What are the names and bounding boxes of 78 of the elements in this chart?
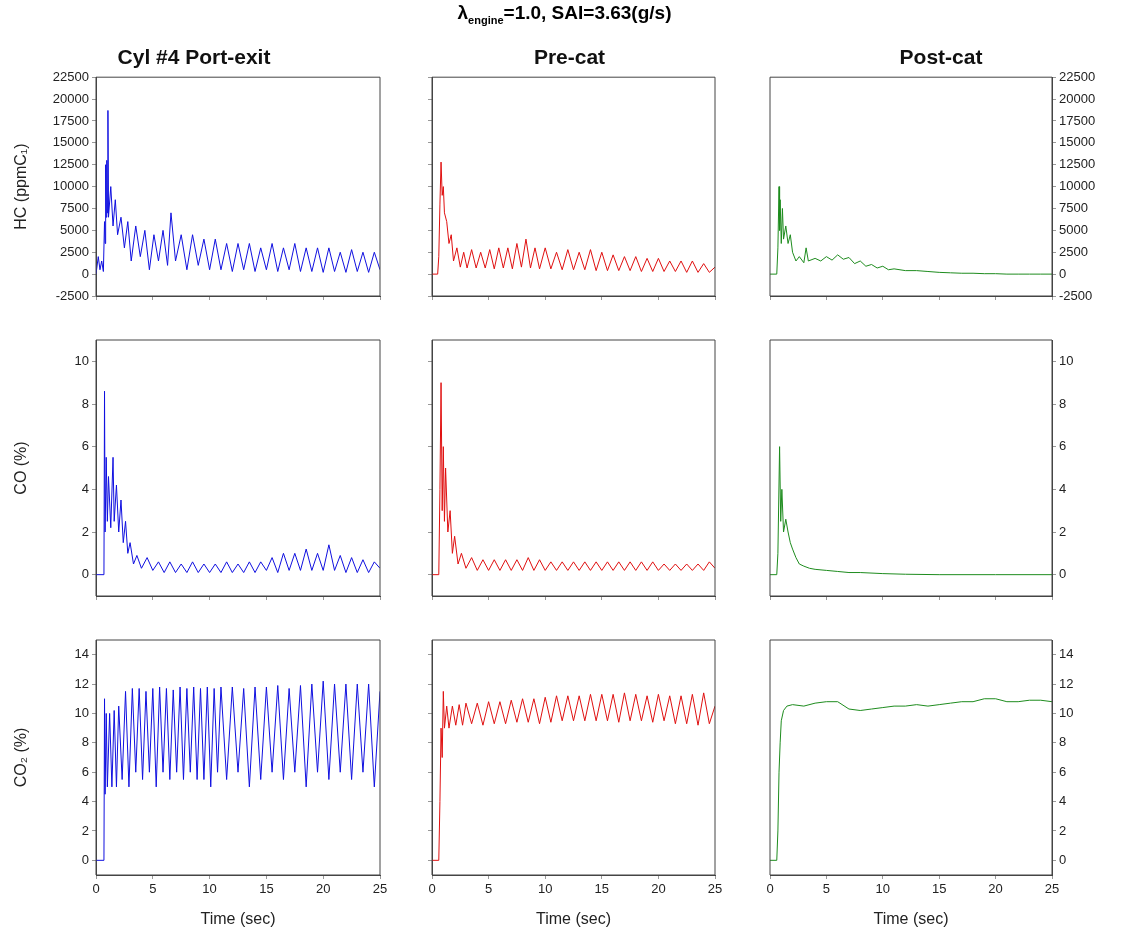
x-tick-label: 5 [149, 881, 157, 897]
x-axis-title: Time (sec) [200, 909, 276, 927]
x-axis-title: Time (sec) [536, 909, 611, 927]
y-tick-label: 7500 [1059, 200, 1088, 216]
y-tick-label: 8 [81, 395, 89, 411]
y-tick-label: 0 [81, 851, 89, 867]
x-tick-label: 0 [92, 881, 100, 897]
y-tick-label: 10 [1059, 352, 1074, 368]
y-tick-label: 7500 [60, 200, 89, 216]
x-tick-label: 20 [988, 881, 1003, 897]
y-tick-label: 5000 [1059, 221, 1088, 237]
y-tick-label: 2 [81, 523, 89, 539]
x-tick-label: 10 [537, 881, 553, 897]
x-tick-label: 20 [651, 881, 666, 897]
y-tick-label: 2500 [1059, 243, 1088, 259]
x-tick-label: 15 [594, 881, 610, 897]
y-tick-label: 2500 [60, 243, 89, 259]
y-tick-label: 0 [1059, 566, 1067, 582]
y-tick-label: -2500 [1059, 287, 1093, 303]
y-tick-label: 15000 [52, 134, 89, 150]
x-tick-label: 0 [428, 881, 436, 897]
y-tick-label: 4 [81, 793, 89, 809]
y-tick-label: 12 [1059, 675, 1074, 691]
y-tick-label: 4 [1059, 480, 1067, 496]
y-tick-label: 17500 [52, 112, 89, 128]
x-tick-label: 25 [707, 881, 723, 897]
y-tick-label: 0 [81, 265, 89, 281]
y-tick-label: 12 [74, 675, 89, 691]
x-tick-label: 15 [259, 881, 274, 897]
chart-title: Post-cat [899, 45, 983, 69]
y-tick-label: 20000 [1059, 90, 1096, 106]
y-axis-title: HC (ppmC₁) [12, 143, 30, 230]
x-tick-label: 10 [202, 881, 217, 897]
x-axis-title: Time (sec) [873, 909, 949, 927]
y-tick-label: 14 [74, 646, 89, 662]
y-tick-label: 10 [74, 352, 89, 368]
x-tick-label: 25 [372, 881, 388, 897]
y-tick-label: 6 [1059, 763, 1067, 779]
y-tick-label: 0 [1059, 265, 1067, 281]
y-tick-label: 12500 [52, 156, 89, 172]
y-tick-label: 10 [1059, 705, 1074, 721]
y-axis-title: CO (%) [12, 441, 30, 495]
y-tick-label: 0 [81, 566, 89, 582]
chart-subtitle: Pre-cat [533, 45, 606, 69]
y-tick-label: 10 [74, 705, 89, 721]
y-tick-label: 17500 [1059, 112, 1096, 128]
x-tick-label: 10 [875, 881, 891, 897]
x-tick-label: 5 [484, 881, 493, 897]
y-tick-label: 22500 [52, 68, 89, 84]
x-tick-label: 5 [822, 881, 831, 897]
y-tick-label: 2 [1059, 523, 1067, 539]
y-tick-label: 10000 [1059, 178, 1096, 194]
y-tick-label: 8 [81, 734, 89, 750]
y-tick-label: 22500 [1059, 68, 1096, 84]
y-tick-label: 12500 [1059, 156, 1096, 172]
x-tick-label: 0 [766, 881, 774, 897]
y-tick-label: 2 [1059, 822, 1067, 838]
y-tick-label: 6 [81, 438, 89, 454]
y-tick-label: 14 [1059, 646, 1074, 662]
y-tick-label: 6 [81, 763, 89, 779]
y-tick-label: 10000 [52, 178, 89, 194]
x-tick-label: 25 [1044, 881, 1060, 897]
y-tick-label: 6 [1059, 438, 1067, 454]
x-tick-label: 20 [315, 881, 331, 897]
y-tick-label: 2 [81, 822, 89, 838]
chart-title: λ$_{engine}$=1.0, SAI=3.63(g/s) [456, 2, 673, 26]
y-tick-label: 0 [1059, 851, 1067, 867]
y-tick-label: 8 [1059, 734, 1067, 750]
chart-title: Cyl #4 Port-exit [117, 45, 271, 69]
y-tick-label: 20000 [52, 90, 89, 106]
y-tick-label: -2500 [55, 287, 89, 303]
y-tick-label: 4 [1059, 793, 1067, 809]
y-tick-label: 8 [1059, 395, 1067, 411]
y-axis-title: CO₂ (%) [12, 727, 30, 788]
y-tick-label: 15000 [1059, 134, 1096, 150]
y-tick-label: 5000 [60, 221, 89, 237]
y-tick-label: 4 [81, 480, 89, 496]
x-tick-label: 15 [931, 881, 947, 897]
